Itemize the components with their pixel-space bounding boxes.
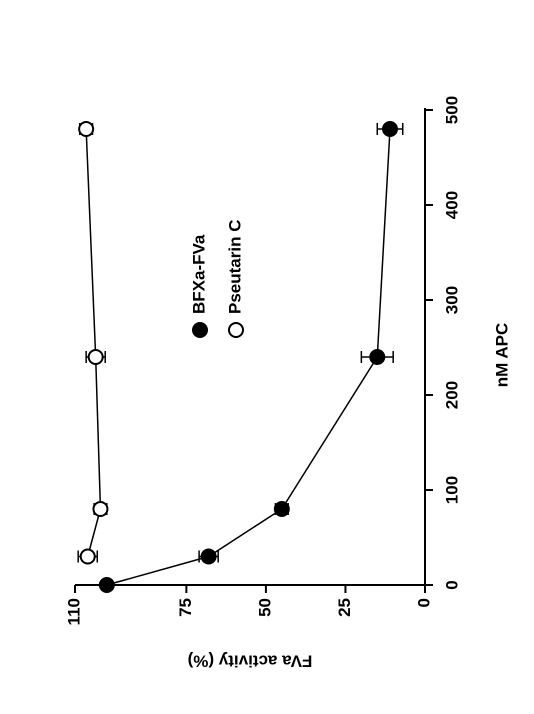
legend-label: Pseutarin C — [225, 220, 244, 314]
y-tick-label: 0 — [414, 598, 433, 607]
series-line — [85, 128, 102, 557]
data-point — [78, 121, 95, 137]
data-point — [369, 349, 386, 365]
legend-label: BFXa-FVa — [189, 234, 208, 314]
x-tick-label: 500 — [442, 96, 461, 124]
legend-marker — [192, 322, 208, 338]
data-point — [98, 577, 115, 593]
x-tick-label: 400 — [442, 191, 461, 219]
data-point — [79, 548, 96, 565]
x-axis-label: nM APC — [492, 323, 511, 388]
x-tick-label: 300 — [442, 286, 461, 314]
data-point — [273, 501, 290, 517]
y-tick-label: 25 — [335, 598, 354, 617]
y-tick-label: 50 — [255, 598, 274, 617]
series-line — [106, 128, 391, 586]
x-tick-label: 200 — [442, 381, 461, 409]
x-tick-label: 0 — [442, 580, 461, 589]
data-point — [92, 501, 109, 517]
y-axis-label: FVa activity (%) — [188, 652, 313, 671]
y-tick-label: 110 — [64, 598, 83, 625]
x-tick-label: 100 — [442, 476, 461, 504]
data-point — [382, 121, 398, 137]
y-tick-label: 75 — [176, 598, 195, 617]
data-point — [87, 349, 104, 365]
data-point — [200, 548, 217, 565]
legend-marker — [228, 322, 244, 338]
